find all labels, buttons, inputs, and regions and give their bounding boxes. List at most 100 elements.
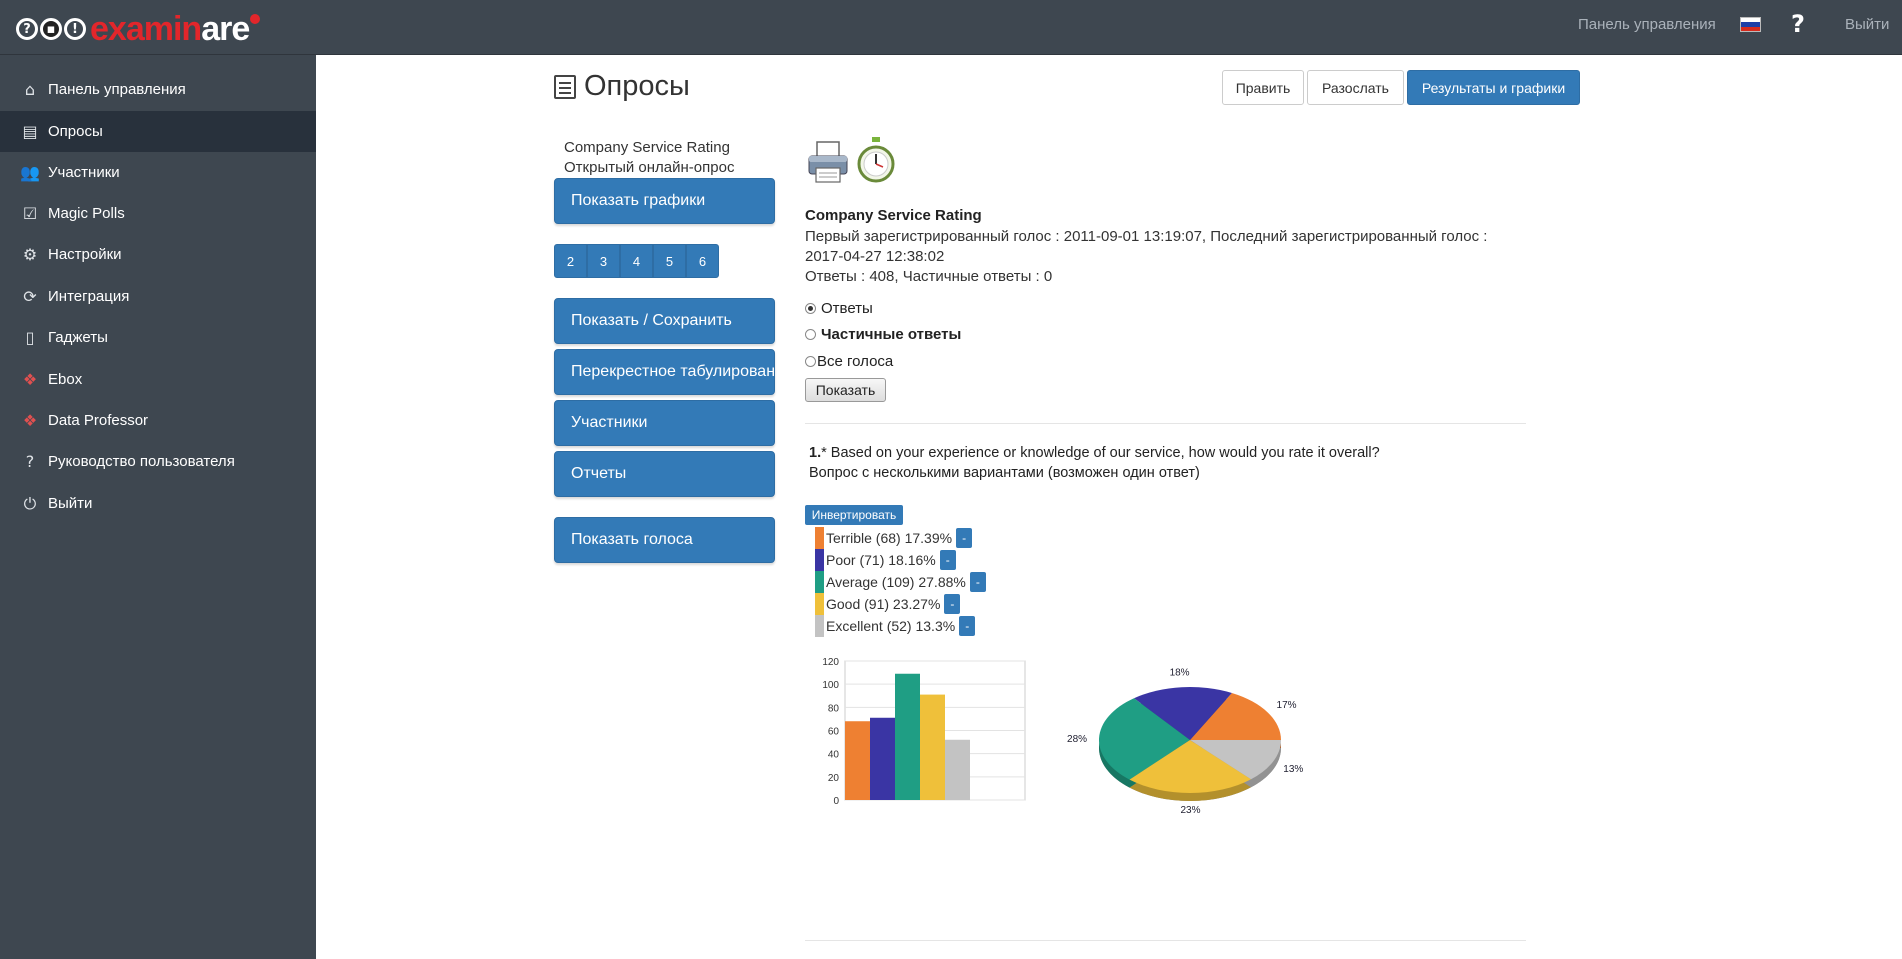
page-title-text: Опросы (584, 70, 690, 102)
radio-answers-button[interactable] (805, 303, 816, 314)
help-icon[interactable]: ? (1791, 10, 1805, 38)
logo-exclamation-icon: ! (64, 18, 86, 40)
legend-label: Excellent (52) 13.3% (826, 618, 956, 634)
question-number: 1. (809, 445, 822, 461)
question-text: 1.* Based on your experience or knowledg… (809, 445, 1380, 461)
logo-text: examinare (90, 10, 250, 48)
legend-swatch (815, 571, 824, 593)
power-icon: ⏻ (23, 493, 37, 513)
y-tick-label: 100 (822, 680, 839, 691)
legend-label: Poor (71) 18.16% (826, 552, 936, 568)
legend-swatch (815, 549, 824, 571)
question-type: Вопрос с несколькими вариантами (возможе… (809, 465, 1200, 481)
radio-answers[interactable]: Ответы (805, 300, 873, 317)
remove-good-button[interactable]: - (944, 594, 961, 614)
legend-swatch (815, 527, 824, 549)
sidebar-item-gadgets[interactable]: ▯ Гаджеты (0, 317, 316, 358)
pie-label: 13% (1283, 764, 1303, 775)
sidebar-item-surveys[interactable]: ▤ Опросы (0, 111, 316, 152)
sidebar-item-integration[interactable]: ⟳ Интеграция (0, 276, 316, 317)
legend-item: Average (109) 27.88% - (815, 571, 986, 593)
pie-slice-poor (1133, 687, 1232, 740)
russian-flag-icon[interactable] (1740, 17, 1761, 32)
page-button-5[interactable]: 5 (653, 244, 686, 278)
results-charts-button[interactable]: Результаты и графики (1407, 70, 1580, 105)
answers-count: Ответы : 408, Частичные ответы : 0 (805, 268, 1053, 285)
sidebar-item-logout[interactable]: ⏻ Выйти (0, 483, 316, 524)
survey-name: Company Service Rating (564, 139, 730, 156)
remove-poor-button[interactable]: - (939, 550, 956, 570)
radio-answers-label: Ответы (821, 300, 873, 317)
sidebar: ⌂ Панель управления ▤ Опросы 👥 Участники… (0, 55, 316, 959)
required-mark: * (821, 445, 827, 461)
bar-chart: 0 20 40 60 80 100 120 (822, 657, 1026, 807)
page-button-3[interactable]: 3 (587, 244, 620, 278)
sidebar-item-participants[interactable]: 👥 Участники (0, 152, 316, 193)
reports-button[interactable]: Отчеты (554, 451, 775, 497)
survey-type: Открытый онлайн-опрос (564, 159, 735, 176)
legend-item: Poor (71) 18.16% - (815, 549, 956, 571)
radio-partial[interactable]: Частичные ответы (805, 326, 961, 343)
sidebar-item-dashboard[interactable]: ⌂ Панель управления (0, 69, 316, 110)
stopwatch-icon[interactable] (856, 136, 896, 184)
radio-partial-button[interactable] (805, 329, 816, 340)
send-button[interactable]: Разослать (1307, 70, 1404, 105)
participants-button[interactable]: Участники (554, 400, 775, 446)
pie-chart: 17% 18% 28% 23% 13% (1067, 667, 1303, 816)
sidebar-item-label: Настройки (48, 246, 122, 263)
home-icon: ⌂ (24, 80, 36, 99)
checkbox-icon: ☑ (22, 204, 38, 223)
sidebar-item-ebox[interactable]: ❖ Ebox (0, 359, 316, 400)
gears-icon: ⚙ (22, 245, 38, 264)
page-button-4[interactable]: 4 (620, 244, 653, 278)
pie-slice-good (1129, 740, 1252, 793)
page-button-2[interactable]: 2 (554, 244, 587, 278)
sidebar-item-label: Выйти (48, 495, 93, 512)
radio-all-votes[interactable]: Все голоса (805, 353, 893, 370)
sidebar-item-label: Участники (48, 164, 120, 181)
pie-label: 28% (1067, 734, 1087, 745)
remove-terrible-button[interactable]: - (956, 528, 973, 548)
edit-button[interactable]: Править (1222, 70, 1304, 105)
pie-label: 18% (1170, 667, 1190, 678)
bar-good (920, 694, 945, 800)
y-tick-label: 80 (828, 703, 840, 714)
show-button[interactable]: Показать (805, 378, 886, 402)
top-bar: ? ▪ ! examinare Панель управления ? Выйт… (0, 0, 1902, 55)
survey-list-icon (554, 74, 576, 99)
show-save-button[interactable]: Показать / Сохранить (554, 298, 775, 344)
sidebar-item-user-guide[interactable]: ? Руководство пользователя (0, 441, 316, 482)
sidebar-item-label: Ebox (48, 371, 83, 388)
sidebar-item-data-professor[interactable]: ❖ Data Professor (0, 400, 316, 441)
sidebar-item-settings[interactable]: ⚙ Настройки (0, 234, 316, 275)
legend-item: Good (91) 23.27% - (815, 593, 961, 615)
legend-item: Excellent (52) 13.3% - (815, 615, 976, 637)
sidebar-item-label: Опросы (48, 123, 103, 140)
legend-item: Terrible (68) 17.39% - (815, 527, 973, 549)
legend-swatch (815, 593, 824, 615)
examinare-logo[interactable]: ? ▪ ! examinare (16, 10, 261, 48)
pie-label: 17% (1277, 700, 1297, 711)
pie-slice-average (1099, 698, 1190, 780)
show-charts-button[interactable]: Показать графики (554, 178, 775, 224)
show-votes-button[interactable]: Показать голоса (554, 517, 775, 563)
bar-poor (870, 717, 895, 800)
invert-button[interactable]: Инвертировать (805, 505, 903, 525)
page-button-6[interactable]: 6 (686, 244, 719, 278)
pie-label: 23% (1180, 805, 1200, 816)
divider (805, 423, 1526, 424)
top-logout-link[interactable]: Выйти (1845, 16, 1890, 33)
bar-terrible (845, 721, 870, 800)
info-survey-title: Company Service Rating (805, 207, 982, 224)
surveys-icon: ▤ (22, 122, 38, 141)
crosstab-button[interactable]: Перекрестное табулирование (554, 349, 775, 395)
top-dashboard-link[interactable]: Панель управления (1578, 16, 1716, 33)
remove-excellent-button[interactable]: - (959, 616, 976, 636)
y-tick-label: 40 (828, 750, 840, 761)
remove-average-button[interactable]: - (969, 572, 986, 592)
sidebar-item-magic-polls[interactable]: ☑ Magic Polls (0, 193, 316, 234)
radio-all-votes-button[interactable] (805, 356, 816, 367)
legend-label: Good (91) 23.27% (826, 596, 941, 612)
refresh-icon: ⟳ (23, 287, 37, 306)
printer-icon[interactable] (806, 140, 850, 184)
